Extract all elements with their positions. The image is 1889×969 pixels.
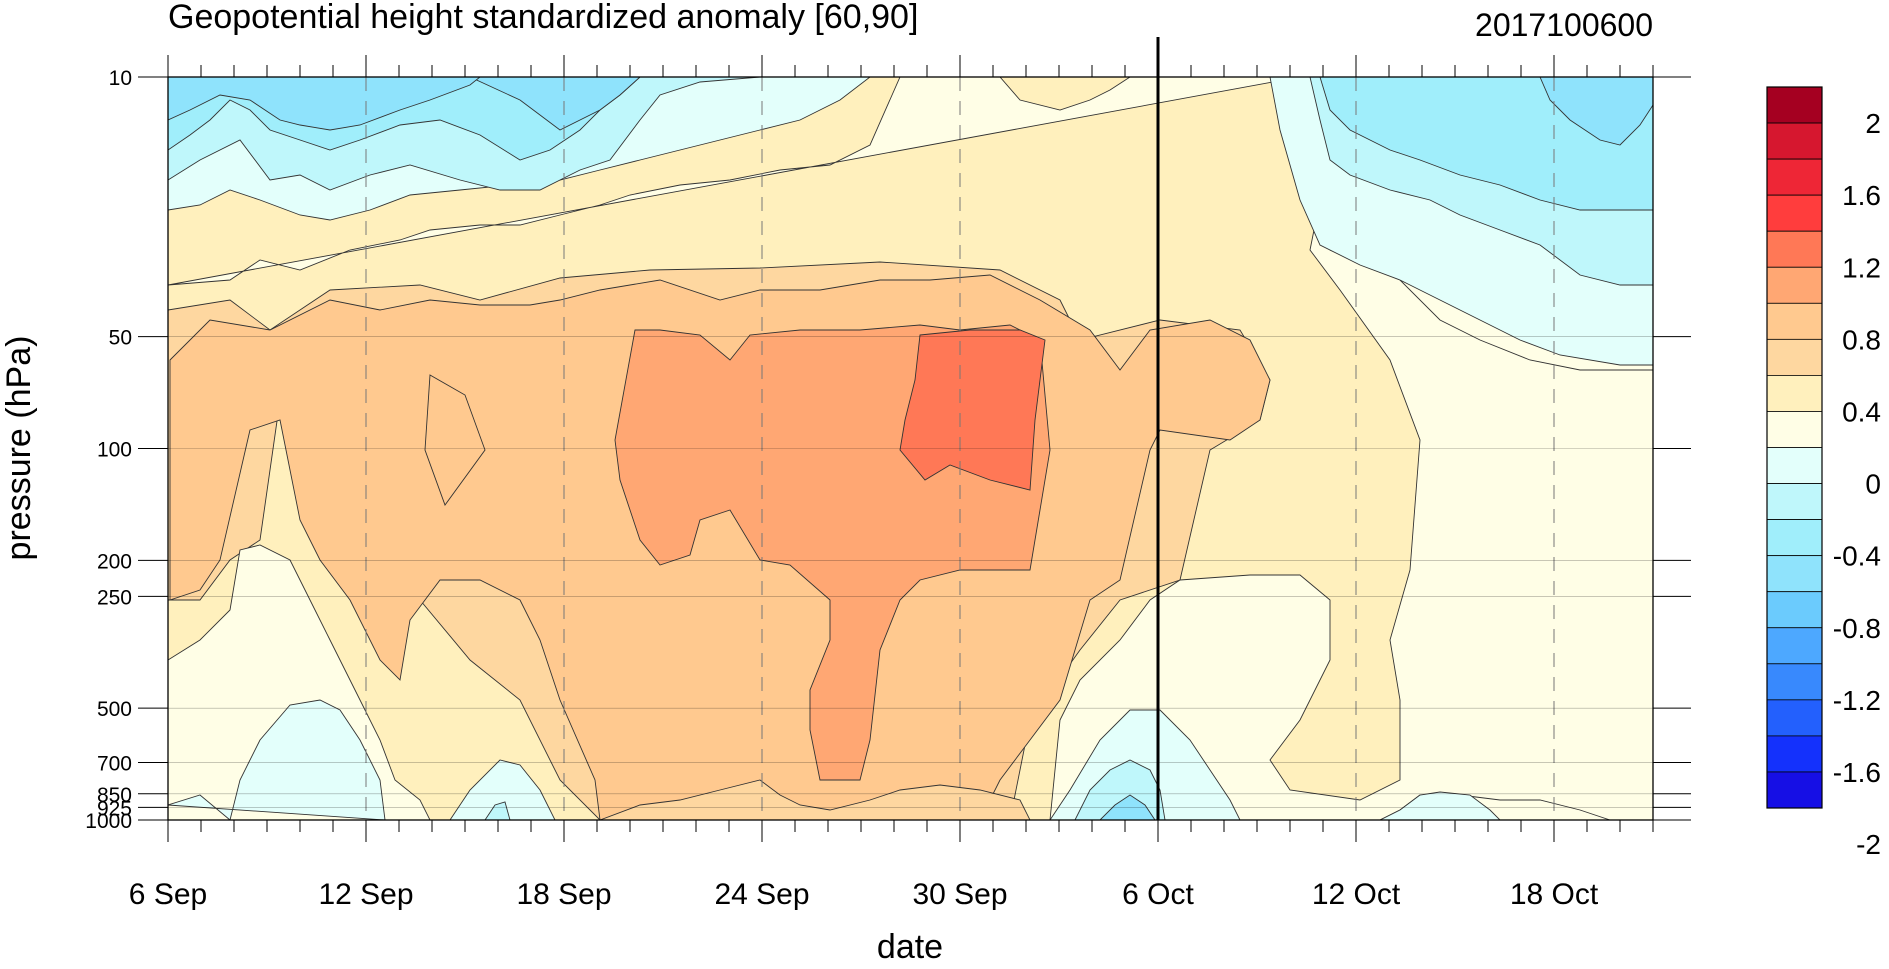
- x-tick-label: 6 Oct: [1122, 878, 1194, 911]
- colorbar-swatch: [1766, 411, 1823, 448]
- y-axis-label: pressure (hPa): [0, 336, 38, 561]
- y-tick-label: 850: [97, 784, 132, 807]
- contour-neg0p8-neg0p6: [168, 77, 641, 131]
- colorbar-label: 2: [1865, 108, 1881, 139]
- colorbar-label: 1.6: [1842, 180, 1881, 211]
- colorbar-swatch: [1766, 627, 1823, 665]
- y-tick-label: 925: [97, 797, 132, 820]
- colorbar-swatch: [1766, 483, 1823, 520]
- y-tick-label: 10: [109, 67, 132, 90]
- colorbar-swatch: [1766, 771, 1823, 809]
- contour-1p0-1p2: [899, 329, 1046, 491]
- colorbar-swatch: [1766, 194, 1823, 232]
- colorbar-swatch: [1766, 591, 1823, 629]
- colorbar-swatch: [1766, 735, 1823, 773]
- x-axis: 6 Sep 12 Sep 18 Sep 24 Sep 30 Sep 6 Oct 12 Oct…: [129, 55, 1654, 911]
- colorbar-label: -1.6: [1833, 757, 1881, 788]
- y-tick-label: 1000: [85, 810, 132, 833]
- contour-neg-lower-mid: [449, 759, 556, 820]
- colorbar-swatch: [1766, 302, 1823, 340]
- colorbar: 2 1.6 1.2 0.8 0.4 0 -0.4 -0.8 -1.2 -1.6 -2: [1766, 86, 1881, 860]
- colorbar-label: -0.4: [1833, 541, 1881, 572]
- contour-neg0p8-neg0p6-right: [1539, 77, 1653, 146]
- x-tick-label: 30 Sep: [912, 878, 1007, 911]
- colorbar-label: -0.8: [1833, 613, 1881, 644]
- x-tick-label: 6 Sep: [129, 878, 207, 911]
- y-tick-label: 100: [97, 439, 132, 462]
- colorbar-frame: [1766, 86, 1823, 809]
- colorbar-label: 1.2: [1842, 252, 1881, 283]
- y-tick-label: 500: [97, 698, 132, 721]
- chart-title: Geopotential height standardized anomaly…: [168, 0, 918, 36]
- colorbar-swatch: [1766, 266, 1823, 304]
- y-tick-label: 200: [97, 550, 132, 573]
- x-tick-label: 18 Oct: [1510, 878, 1599, 911]
- colorbar-swatch: [1766, 338, 1823, 376]
- vertical-gridlines: [365, 77, 1555, 820]
- colorbar-swatch: [1766, 519, 1823, 557]
- colorbar-swatch: [1766, 699, 1823, 737]
- colorbar-swatch: [1766, 86, 1823, 124]
- colorbar-label: -2: [1856, 829, 1881, 860]
- x-tick-label: 12 Sep: [318, 878, 413, 911]
- colorbar-swatch: [1766, 122, 1823, 160]
- colorbar-swatch: [1766, 447, 1823, 484]
- colorbar-swatch: [1766, 230, 1823, 268]
- date-label: 2017100600: [1475, 7, 1653, 43]
- contour-small-14sep: [424, 374, 486, 506]
- colorbar-swatch: [1766, 158, 1823, 196]
- contour-bottom-strip-right-2: [1379, 791, 1501, 820]
- contour-neg-lower-left: [168, 699, 386, 820]
- colorbar-swatch: [1766, 663, 1823, 701]
- x-tick-label: 18 Sep: [516, 878, 611, 911]
- y-tick-label: 50: [109, 327, 132, 350]
- colorbar-swatch: [1766, 555, 1823, 593]
- contour-bottom-strip: [599, 779, 1031, 820]
- contour-neg0p8-neg0p6-left: [168, 77, 481, 131]
- colorbar-label: 0.4: [1842, 396, 1881, 427]
- colorbar-label: -1.2: [1833, 685, 1881, 716]
- colorbar-label: 0: [1865, 469, 1881, 500]
- y-tick-label: 700: [97, 752, 132, 775]
- colorbar-label: 0.8: [1842, 324, 1881, 355]
- contour-neg-lower-mid-2: [484, 801, 511, 820]
- x-tick-label: 24 Sep: [714, 878, 809, 911]
- y-tick-label: 250: [97, 586, 132, 609]
- x-axis-label: date: [877, 928, 943, 966]
- x-tick-label: 12 Oct: [1312, 878, 1401, 911]
- colorbar-swatch: [1766, 374, 1823, 412]
- contour-neg-lower-oct-3: [1099, 794, 1156, 820]
